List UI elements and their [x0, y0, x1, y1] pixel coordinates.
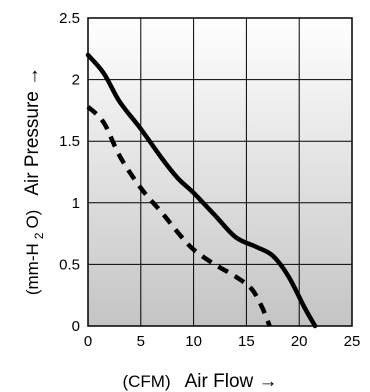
y-tick-label: 2 — [72, 72, 80, 89]
y-tick-label: 1 — [72, 195, 80, 212]
x-tick-label: 20 — [291, 333, 308, 350]
y-tick-label: 1.5 — [59, 133, 80, 150]
y-axis-label: Air Pressure → — [22, 67, 43, 196]
series-line-dashed — [86, 105, 272, 327]
x-tick-label: 15 — [238, 333, 255, 350]
y-axis-title: (mm-H 2 O) Air Pressure → — [22, 67, 47, 295]
x-tick-label: 10 — [185, 333, 202, 350]
plot-frame — [87, 17, 353, 327]
y-tick-label: 2.5 — [59, 10, 80, 27]
series-group — [85, 52, 318, 329]
x-tick-label: 5 — [137, 333, 145, 350]
grid-lines — [87, 17, 353, 327]
y-axis-unit-subscript: 2 — [32, 232, 46, 239]
y-tick-label: 0.5 — [59, 256, 80, 273]
x-tick-labels: 0 5 10 15 20 25 — [84, 333, 361, 350]
x-tick-label: 0 — [84, 333, 92, 350]
y-tick-labels: 0 0.5 1 1.5 2 2.5 — [59, 10, 80, 335]
x-axis-unit: (CFM) — [122, 372, 170, 391]
x-tick-label: 25 — [344, 333, 361, 350]
y-tick-label: 0 — [72, 318, 80, 335]
series-line-solid — [85, 52, 318, 329]
y-axis-unit-prefix: (mm-H — [23, 243, 42, 295]
x-axis-label: Air Flow → — [185, 371, 278, 392]
x-axis-title: (CFM) Air Flow → — [122, 371, 277, 392]
y-axis-unit-suffix: O) — [23, 210, 42, 229]
